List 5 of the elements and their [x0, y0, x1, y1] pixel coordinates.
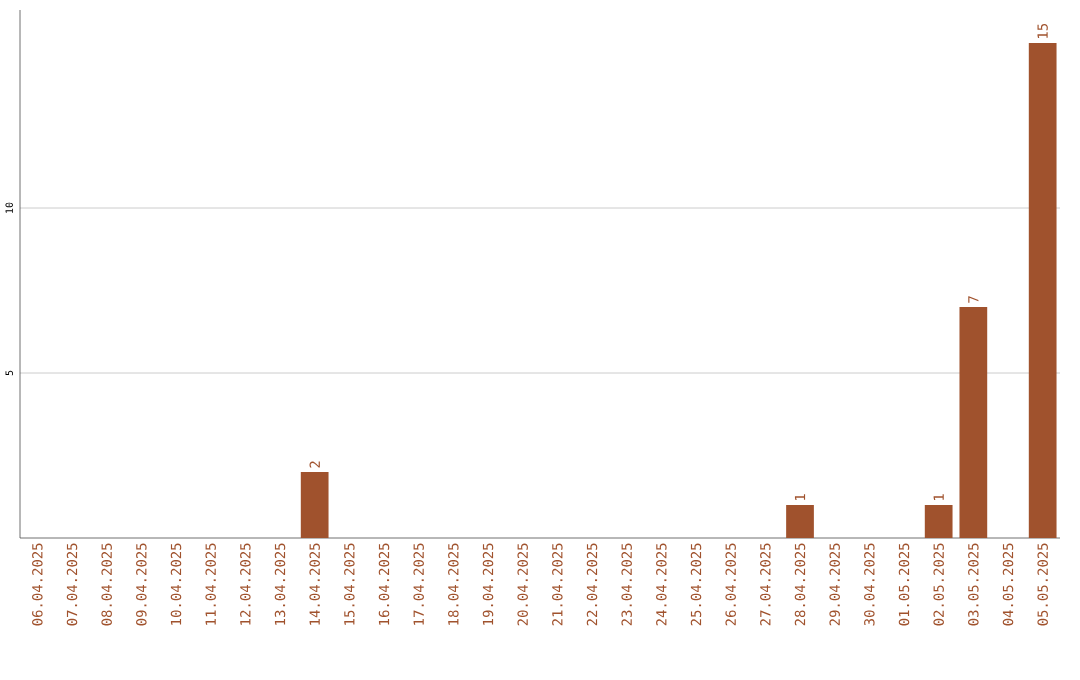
bar — [786, 505, 814, 538]
bar — [959, 307, 988, 538]
bar — [300, 472, 329, 538]
bar — [1028, 43, 1057, 538]
bar — [924, 505, 953, 538]
